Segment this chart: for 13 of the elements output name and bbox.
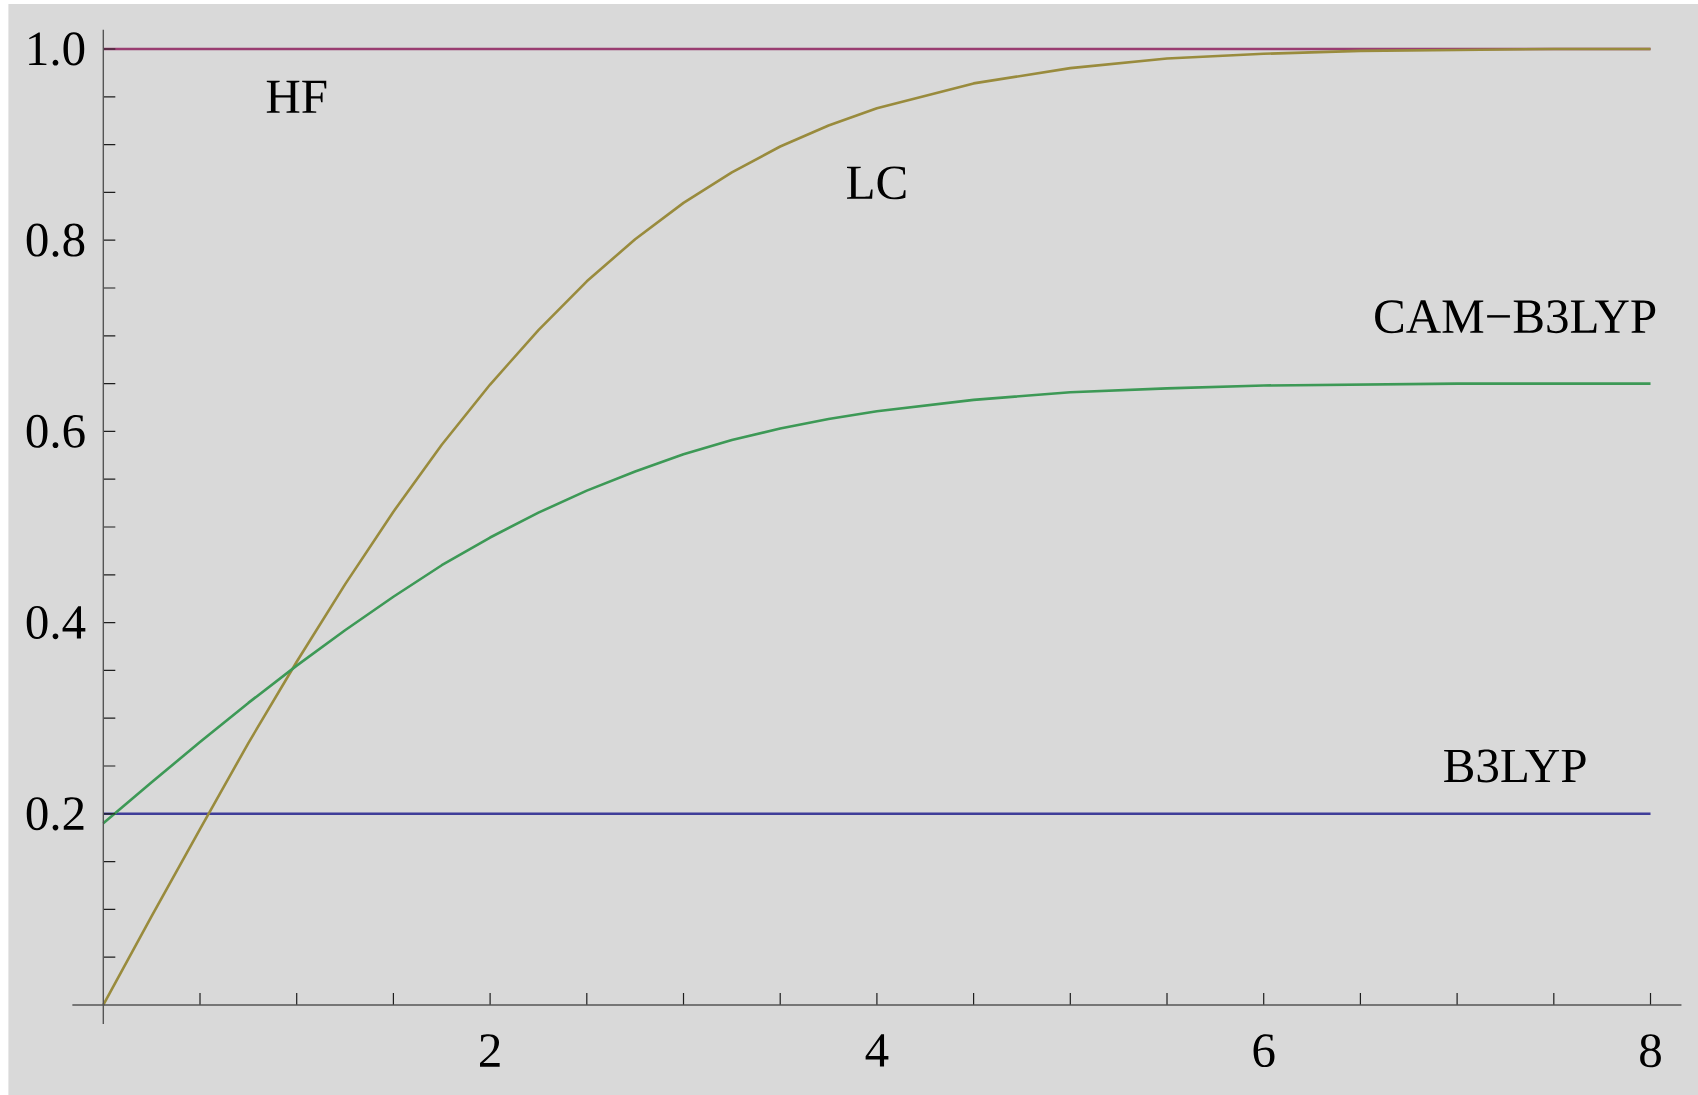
y-tick-label: 0.8 — [26, 223, 85, 257]
x-tick-label: 2 — [480, 1034, 500, 1067]
y-tick-label: 0.6 — [26, 414, 85, 449]
series-label: B3LYP — [1444, 749, 1586, 783]
x-tick-label: 4 — [865, 1034, 889, 1067]
y-tick-label: 0.4 — [26, 605, 86, 640]
series-label: LC — [847, 166, 906, 200]
y-tick-label: 1.0 — [29, 32, 85, 66]
y-tick-label: 0.2 — [26, 797, 84, 831]
series-label: CAM−B3LYP — [1375, 300, 1656, 334]
x-tick-label: 6 — [1253, 1034, 1275, 1068]
x-tick-label: 8 — [1640, 1034, 1661, 1068]
series-label: HF — [266, 80, 327, 113]
